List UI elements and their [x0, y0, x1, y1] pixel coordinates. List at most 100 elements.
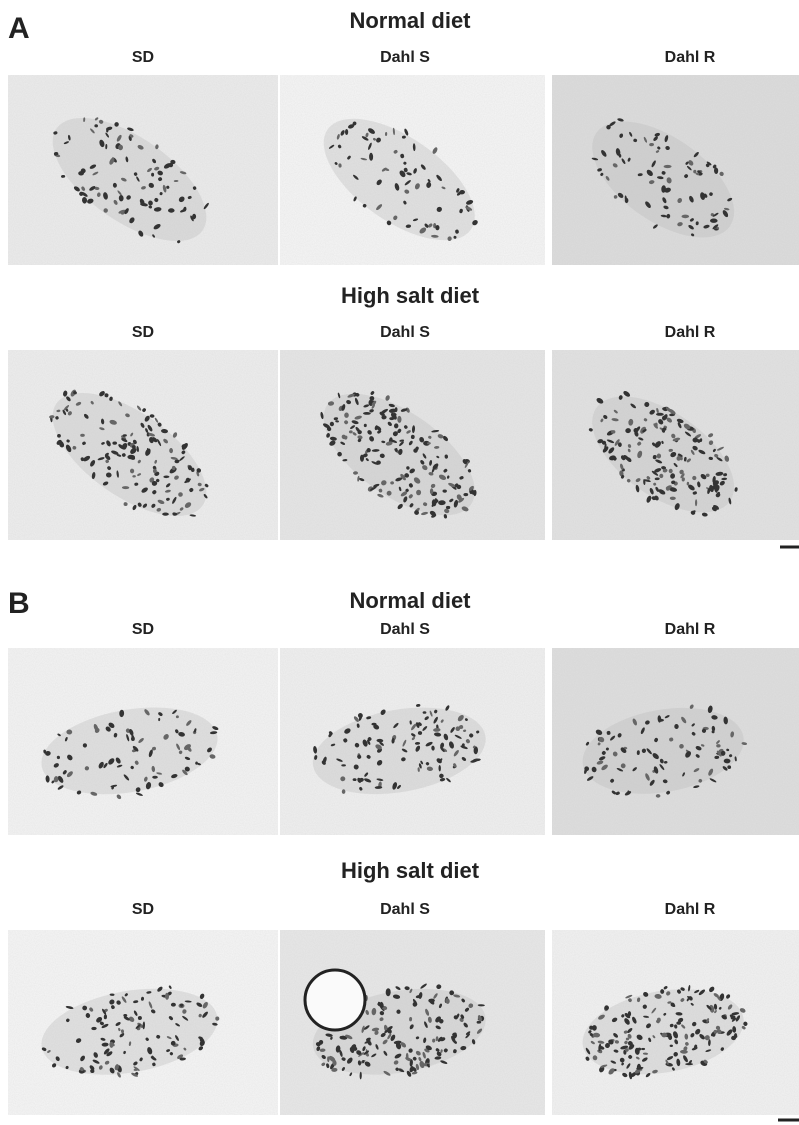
stained-cell [677, 197, 683, 204]
stained-cell [152, 158, 157, 164]
stained-cell [425, 1045, 432, 1051]
stained-cell [47, 1050, 51, 1053]
stained-cell [678, 1017, 684, 1023]
stained-cell [674, 503, 680, 511]
stained-cell [660, 989, 665, 994]
stained-cell [105, 459, 109, 464]
stained-cell [371, 449, 380, 452]
stained-cell [135, 792, 143, 796]
stained-cell [625, 994, 633, 999]
stained-cell [627, 444, 632, 448]
stained-cell [108, 722, 115, 729]
stained-cell [701, 728, 707, 733]
stained-cell [429, 488, 434, 495]
stained-cell [102, 1008, 107, 1015]
stained-cell [403, 200, 407, 205]
stained-cell [617, 118, 624, 122]
stained-cell [709, 1004, 715, 1013]
stained-cell [73, 186, 80, 192]
stained-cell [153, 224, 161, 230]
stained-cell [685, 1063, 694, 1066]
stained-cell [345, 1034, 353, 1040]
stained-cell [365, 458, 369, 462]
stained-cell [336, 758, 343, 762]
micrograph [8, 75, 278, 265]
stained-cell [328, 144, 335, 149]
stained-cell [423, 1037, 427, 1044]
stained-cell [66, 771, 73, 778]
stained-cell [726, 994, 731, 999]
stained-cell [128, 1041, 132, 1046]
stained-cell [676, 456, 681, 461]
stained-cell [431, 745, 435, 751]
stained-cell [688, 160, 694, 166]
stained-cell [686, 998, 690, 1002]
stained-cell [653, 224, 658, 229]
stained-cell [105, 132, 110, 138]
stained-cell [686, 165, 692, 171]
stained-cell [435, 1048, 440, 1052]
stained-cell [105, 726, 111, 732]
stained-cell [629, 131, 633, 137]
stained-cell [176, 743, 181, 751]
stained-cell [326, 433, 330, 438]
stained-cell [55, 416, 59, 420]
stained-cell [380, 1032, 386, 1038]
stained-cell [390, 481, 394, 485]
stained-cell [136, 176, 140, 182]
stained-cell [385, 988, 391, 997]
stained-cell [446, 475, 450, 479]
stained-cell [654, 468, 662, 473]
stained-cell [145, 1037, 149, 1041]
stained-cell [680, 987, 685, 991]
stained-cell [357, 777, 362, 783]
stained-cell [157, 422, 162, 427]
stained-cell [178, 732, 185, 737]
stained-cell [182, 1009, 187, 1014]
stained-cell [364, 772, 369, 777]
stained-cell [612, 751, 618, 757]
stained-cell [187, 747, 192, 752]
stained-cell [442, 435, 449, 442]
stained-cell [365, 1009, 369, 1016]
stained-cell [196, 1002, 203, 1007]
stained-cell [130, 736, 135, 741]
stained-cell [117, 1072, 121, 1078]
stained-cell [362, 203, 367, 208]
stained-cell [655, 794, 661, 798]
stained-cell [352, 778, 357, 782]
stained-cell [366, 716, 372, 720]
stained-cell [694, 989, 700, 994]
stained-cell [169, 1052, 173, 1056]
stained-cell [668, 408, 676, 415]
stained-cell [316, 1046, 321, 1052]
stained-cell [741, 1025, 746, 1030]
stained-cell [401, 757, 406, 762]
micrograph-grain [552, 930, 799, 1115]
stained-cell [120, 210, 125, 215]
stained-cell [406, 430, 411, 434]
stained-cell [147, 167, 152, 173]
stained-cell [637, 441, 642, 446]
stained-cell [461, 743, 465, 748]
stained-cell [663, 414, 668, 421]
stained-cell [434, 445, 440, 449]
stained-cell [476, 730, 480, 734]
stained-cell [362, 1060, 365, 1064]
stained-cell [428, 998, 435, 1003]
stained-cell [440, 1060, 448, 1065]
stained-cell [408, 440, 413, 446]
stained-cell [679, 469, 684, 475]
stained-cell [635, 1056, 640, 1060]
stained-cell [689, 195, 694, 203]
stained-cell [443, 733, 449, 741]
stained-cell [183, 1047, 187, 1051]
stained-cell [476, 1020, 482, 1024]
stained-cell [674, 1024, 678, 1029]
stained-cell [150, 1009, 156, 1014]
stained-cell [677, 453, 683, 457]
stained-cell [700, 192, 706, 200]
stained-cell [440, 1049, 443, 1053]
stained-cell [445, 998, 450, 1004]
stained-cell [602, 440, 606, 445]
